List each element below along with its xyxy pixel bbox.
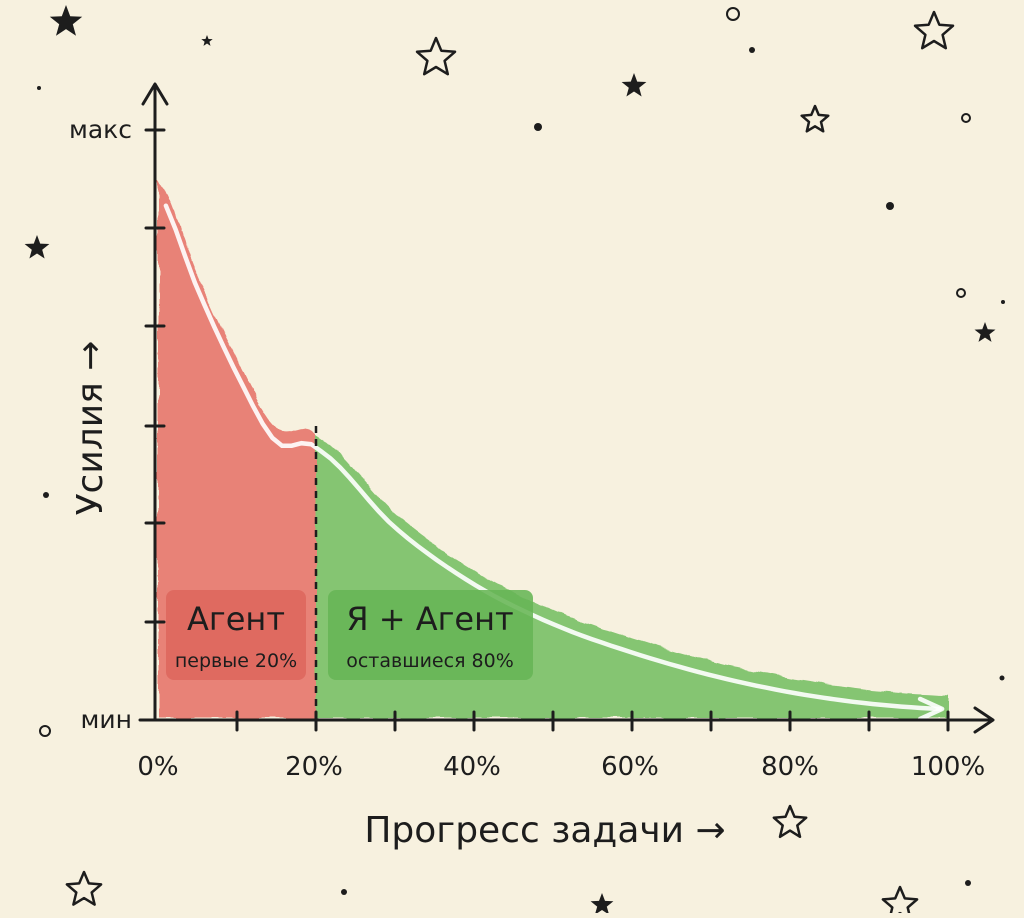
dot-icon xyxy=(43,492,49,498)
ring-icon xyxy=(961,113,971,123)
dot-icon xyxy=(886,202,894,210)
region-label-me-agent-sub: оставшиеся 80% xyxy=(346,650,514,672)
region-label-agent-bg xyxy=(166,590,306,680)
region-label-me-agent-bg xyxy=(328,590,533,680)
x-tick-label-100: 100% xyxy=(911,752,985,782)
star-outline-icon xyxy=(800,104,830,133)
decorative-stars xyxy=(24,5,1005,918)
dot-icon xyxy=(965,880,971,886)
x-tick-label-0: 0% xyxy=(137,752,178,782)
ring-icon xyxy=(726,7,740,21)
region-label-me-agent: Я + Агент оставшиеся 80% xyxy=(328,590,533,680)
dot-icon xyxy=(1001,300,1005,304)
axes xyxy=(138,82,995,734)
trend-arrow-line xyxy=(163,203,943,712)
trend-arrow xyxy=(163,203,945,722)
star-outline-icon xyxy=(913,10,955,50)
star-icon xyxy=(24,235,50,259)
y-axis-ticks xyxy=(144,128,166,624)
ring-icon xyxy=(39,725,51,737)
y-axis-title: Усилия → xyxy=(70,341,111,516)
star-outline-icon xyxy=(772,804,808,839)
x-axis-arrowhead xyxy=(973,706,995,734)
ring-icon xyxy=(956,288,966,298)
dot-icon xyxy=(534,123,542,131)
region-label-agent-sub: первые 20% xyxy=(175,650,297,672)
star-icon xyxy=(590,893,614,915)
y-tick-label-min: мин xyxy=(81,705,132,734)
star-icon xyxy=(621,73,647,97)
dot-icon xyxy=(749,47,755,53)
x-tick-label-60: 60% xyxy=(601,752,659,782)
region-label-me-agent-title: Я + Агент xyxy=(346,600,513,638)
y-axis-arrowhead xyxy=(141,82,169,106)
star-outline-icon xyxy=(415,36,457,76)
region-label-agent: Агент первые 20% xyxy=(166,590,306,680)
dot-icon xyxy=(37,86,41,90)
star-outline-icon xyxy=(881,885,919,918)
region-label-agent-title: Агент xyxy=(187,600,285,638)
dot-icon xyxy=(341,889,347,895)
star-outline-icon xyxy=(65,870,103,906)
x-tick-label-20: 20% xyxy=(285,752,343,782)
x-axis-title: Прогресс задачи → xyxy=(364,810,725,851)
x-axis-ticks xyxy=(235,710,950,732)
dot-icon xyxy=(999,675,1005,681)
area-region-agent xyxy=(158,178,316,718)
x-tick-label-40: 40% xyxy=(443,752,501,782)
star-icon xyxy=(49,5,83,36)
y-tick-label-max: макс xyxy=(69,115,132,144)
star-icon xyxy=(974,322,996,342)
x-tick-label-80: 80% xyxy=(761,752,819,782)
trend-arrow-head xyxy=(917,696,945,722)
star-icon xyxy=(201,35,213,46)
